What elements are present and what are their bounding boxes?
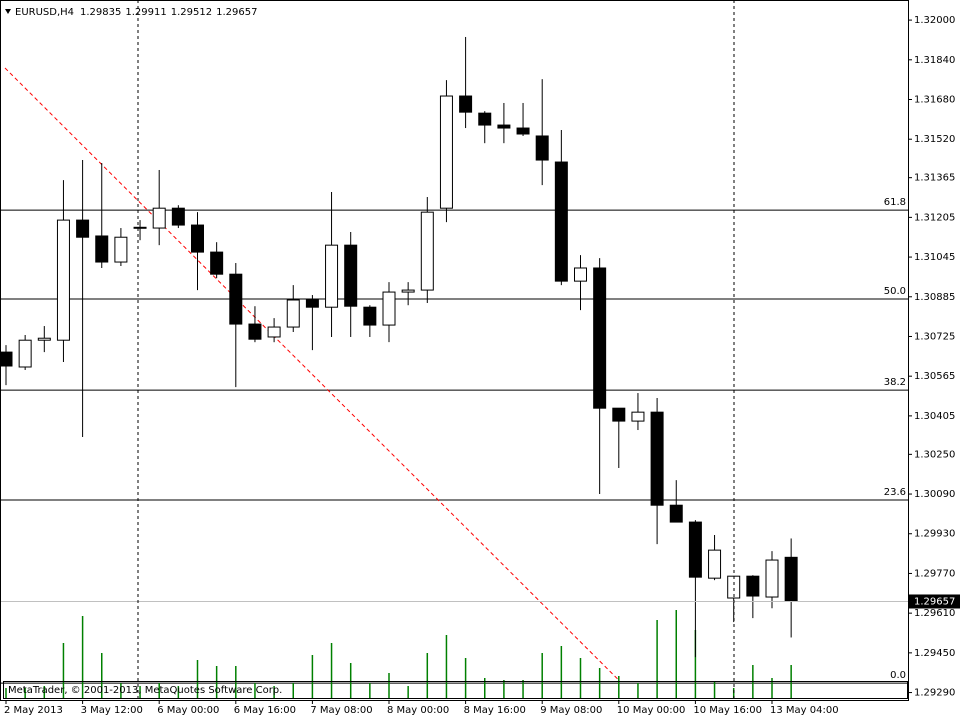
candle-body bbox=[171, 207, 185, 226]
x-tick-label: 6 May 00:00 bbox=[157, 705, 219, 716]
x-tick-label: 10 May 16:00 bbox=[693, 705, 762, 716]
y-tick-label: 1.31520 bbox=[914, 134, 955, 145]
candle-body bbox=[114, 236, 128, 263]
y-tick-label: 1.31680 bbox=[914, 95, 955, 106]
fib-label: 50.0 bbox=[884, 286, 906, 297]
x-tick-label: 8 May 00:00 bbox=[387, 705, 449, 716]
x-tick-label: 2 May 2013 bbox=[4, 705, 63, 716]
candle-body bbox=[344, 244, 358, 307]
candle-body bbox=[382, 291, 396, 326]
candle-body bbox=[708, 549, 722, 579]
candle-body bbox=[650, 411, 664, 506]
candle-body bbox=[363, 306, 377, 326]
y-tick-label: 1.30090 bbox=[914, 489, 955, 500]
candle-body bbox=[56, 219, 70, 341]
candle-body bbox=[478, 112, 492, 126]
y-tick-label: 1.31045 bbox=[914, 252, 955, 263]
candle-body bbox=[76, 219, 90, 238]
y-tick-label: 1.30725 bbox=[914, 331, 955, 342]
y-tick-label: 1.30250 bbox=[914, 449, 955, 460]
candle-body bbox=[612, 407, 626, 422]
fib-label: 61.8 bbox=[884, 197, 906, 208]
candle-body bbox=[305, 299, 319, 308]
y-tick-label: 1.29770 bbox=[914, 568, 955, 579]
y-tick-label: 1.30885 bbox=[914, 292, 955, 303]
candle-body bbox=[401, 289, 415, 293]
candle-body bbox=[554, 161, 568, 282]
candle-body bbox=[0, 351, 13, 367]
candle-body bbox=[18, 339, 32, 368]
symbol: EURUSD,H4 bbox=[15, 7, 74, 18]
candle-body bbox=[267, 326, 281, 338]
footer: MetaTrader, © 2001-2013, MetaQuotes Soft… bbox=[8, 685, 282, 696]
chart-title: EURUSD,H4 1.29835 1.29911 1.29512 1.29657 bbox=[15, 7, 257, 18]
x-tick-label: 13 May 04:00 bbox=[770, 705, 839, 716]
footer-box bbox=[3, 681, 908, 699]
candle-body bbox=[784, 556, 798, 602]
candle-body bbox=[286, 299, 300, 328]
x-tick-label: 7 May 08:00 bbox=[310, 705, 372, 716]
candle-body bbox=[152, 207, 166, 229]
candle-body bbox=[325, 244, 339, 308]
fib-label: 23.6 bbox=[884, 487, 906, 498]
trendline bbox=[4, 67, 620, 681]
x-tick-label: 6 May 16:00 bbox=[234, 705, 296, 716]
last-open: 1.29835 bbox=[80, 7, 121, 18]
x-tick-label: 8 May 16:00 bbox=[464, 705, 526, 716]
candle-body bbox=[439, 95, 453, 209]
y-tick-label: 1.31365 bbox=[914, 173, 955, 184]
y-tick-label: 1.31840 bbox=[914, 55, 955, 66]
candle-body bbox=[191, 224, 204, 253]
candle-body bbox=[459, 95, 473, 113]
last-low: 1.29512 bbox=[171, 7, 212, 18]
candle-body bbox=[37, 337, 51, 341]
candle-body bbox=[497, 124, 511, 129]
menu-arrow[interactable] bbox=[5, 9, 11, 14]
x-tick-label: 3 May 12:00 bbox=[81, 705, 143, 716]
price-label: 1.29657 bbox=[914, 596, 955, 607]
candle-body bbox=[516, 127, 530, 135]
y-tick-label: 1.30565 bbox=[914, 371, 955, 382]
candle-body bbox=[210, 251, 224, 275]
last-close: 1.29657 bbox=[216, 7, 257, 18]
y-tick-label: 1.29450 bbox=[914, 648, 955, 659]
candle-body bbox=[765, 559, 779, 598]
y-tick-label: 1.29610 bbox=[914, 608, 955, 619]
candle-body bbox=[593, 267, 607, 409]
y-tick-label: 1.32000 bbox=[914, 15, 955, 26]
last-high: 1.29911 bbox=[125, 7, 166, 18]
price-label-box bbox=[909, 594, 960, 609]
y-tick-label: 1.31205 bbox=[914, 212, 955, 223]
y-tick-label: 1.29290 bbox=[914, 688, 955, 699]
candle-body bbox=[746, 575, 760, 597]
candle-body bbox=[420, 211, 434, 291]
y-tick-label: 1.30405 bbox=[914, 411, 955, 422]
candle-body bbox=[535, 135, 549, 161]
candle-body bbox=[688, 521, 702, 578]
candle-body bbox=[95, 235, 109, 263]
y-tick-label: 1.29930 bbox=[914, 529, 955, 540]
fib-label: 0.0 bbox=[890, 670, 906, 681]
plot-border bbox=[0, 0, 909, 701]
x-tick-label: 9 May 08:00 bbox=[540, 705, 602, 716]
candle-body bbox=[574, 267, 587, 282]
fib-label: 38.2 bbox=[884, 377, 906, 388]
candle-body bbox=[133, 226, 147, 229]
candle-body bbox=[248, 323, 262, 340]
candle-body bbox=[631, 411, 645, 422]
x-tick-label: 10 May 00:00 bbox=[617, 705, 686, 716]
candle-body bbox=[229, 273, 243, 325]
candle-body bbox=[669, 504, 683, 523]
